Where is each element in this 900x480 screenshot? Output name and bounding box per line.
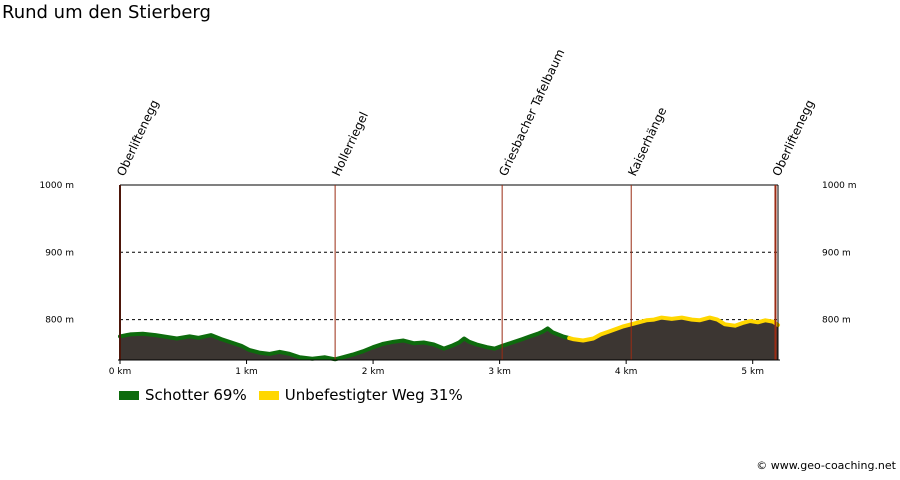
x-tick-label: 1 km bbox=[235, 367, 258, 377]
x-tick-label: 2 km bbox=[362, 367, 385, 377]
legend-swatch bbox=[119, 390, 139, 400]
legend-item: Schotter 69% bbox=[119, 386, 247, 404]
copyright-notice: © www.geo-coaching.net bbox=[756, 459, 896, 472]
waypoint-label: Griesbacher Tafelbaum bbox=[496, 47, 567, 178]
x-tick-label: 0 km bbox=[109, 367, 132, 377]
legend-item: Unbefestigter Weg 31% bbox=[258, 386, 463, 404]
legend-swatch bbox=[258, 390, 279, 400]
page-title: Rund um den Stierberg bbox=[2, 2, 211, 23]
y-tick-label-right: 1000 m bbox=[822, 181, 857, 191]
legend-label: Unbefestigter Weg 31% bbox=[284, 386, 463, 404]
surface-line-segment bbox=[567, 315, 780, 343]
waypoint-label: Hollerriegel bbox=[329, 110, 371, 179]
waypoint-label: Oberliftenegg bbox=[114, 98, 162, 179]
y-tick-label-left: 900 m bbox=[45, 248, 74, 258]
y-tick-label-right: 800 m bbox=[822, 316, 851, 326]
x-tick-label: 3 km bbox=[488, 367, 511, 377]
waypoint-label: Kaiserhänge bbox=[625, 105, 669, 178]
x-tick-label: 4 km bbox=[615, 367, 638, 377]
y-tick-label-right: 900 m bbox=[822, 248, 851, 258]
x-tick-label: 5 km bbox=[741, 367, 764, 377]
terrain-area bbox=[120, 317, 778, 360]
legend-label: Schotter 69% bbox=[145, 386, 247, 404]
y-tick-label-left: 800 m bbox=[45, 316, 74, 326]
surface-line-segment bbox=[118, 326, 572, 362]
y-tick-label-left: 1000 m bbox=[39, 181, 74, 191]
waypoint-label: Oberliftenegg bbox=[769, 98, 817, 179]
legend: Schotter 69% Unbefestigter Weg 31% bbox=[119, 385, 475, 405]
